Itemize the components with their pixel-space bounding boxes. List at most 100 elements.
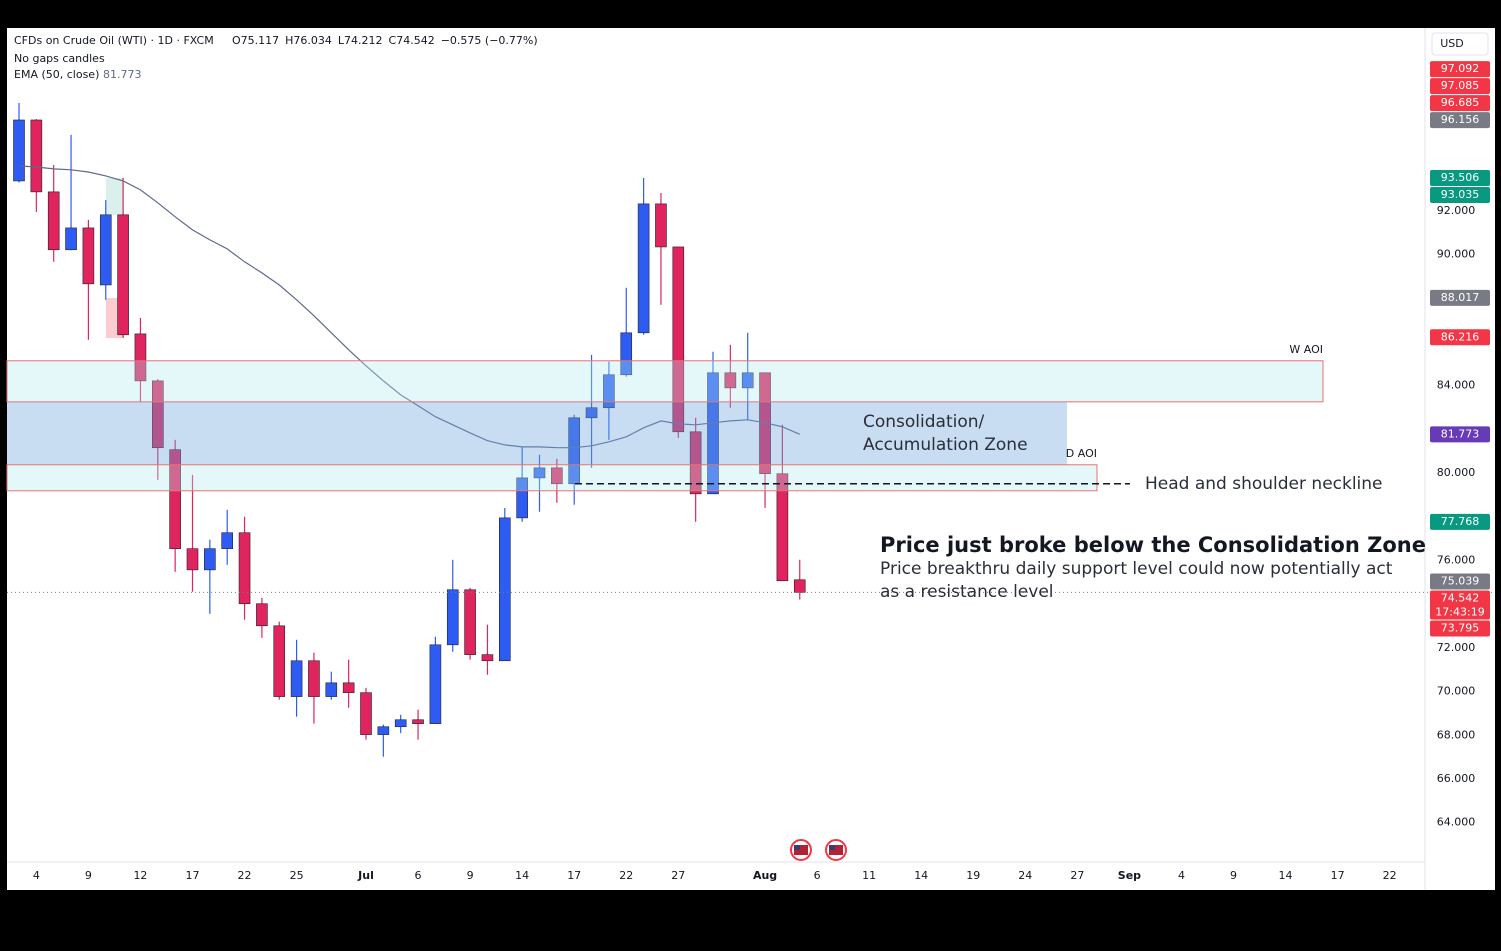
candle-body — [325, 682, 338, 697]
zone-label: D AOI — [1066, 447, 1097, 460]
price-label-box — [1430, 620, 1490, 637]
x-tick-label: Aug — [753, 869, 777, 882]
indicator-label: EMA (50, close) — [14, 68, 99, 81]
candle-body — [412, 719, 424, 724]
candle-body — [221, 532, 233, 549]
candle-body — [429, 644, 442, 724]
y-tick-label: 90.000 — [1437, 248, 1476, 261]
candle-body — [568, 417, 581, 485]
price-label: 93.506 — [1441, 171, 1480, 184]
candle-body — [655, 203, 667, 248]
price-label: 96.156 — [1441, 113, 1480, 126]
candle-body — [186, 548, 199, 571]
zone-label: W AOI — [1289, 343, 1323, 356]
x-tick-label: 22 — [238, 869, 252, 882]
candle-body — [308, 660, 320, 697]
candle-body — [256, 603, 268, 627]
candle-body — [498, 517, 511, 662]
ohlc-value: H76.034 — [285, 34, 332, 47]
x-tick-label: 4 — [1178, 869, 1185, 882]
ema-line — [18, 165, 801, 449]
x-tick-label: 9 — [85, 869, 92, 882]
candle-body — [516, 477, 528, 519]
candle-body — [620, 332, 633, 376]
flag — [829, 845, 843, 855]
annotation-text: Price breakthru daily support level coul… — [880, 559, 1393, 579]
price-label: 77.768 — [1441, 515, 1480, 528]
candle-body — [533, 467, 546, 479]
chart-background — [7, 28, 1495, 890]
candle-body — [273, 625, 286, 697]
candle-body — [741, 372, 754, 389]
candle-body — [134, 333, 147, 382]
y-tick-label: 80.000 — [1437, 466, 1476, 479]
flag — [794, 845, 808, 855]
price-label-box — [1430, 61, 1490, 78]
zone-label: Consolidation/ — [863, 412, 985, 432]
price-label-box — [1430, 573, 1490, 590]
ohlc-value: C74.542 — [389, 34, 435, 47]
candle-body — [446, 589, 459, 646]
neckline-label: Head and shoulder neckline — [1145, 474, 1383, 494]
x-tick-label: 14 — [914, 869, 928, 882]
x-tick-label: 9 — [467, 869, 474, 882]
zone — [6, 464, 1098, 492]
price-label-box — [1430, 112, 1490, 129]
flag-canton — [829, 845, 835, 850]
x-tick-label: 17 — [567, 869, 581, 882]
candle-body — [169, 449, 181, 549]
x-tick-label: 25 — [290, 869, 304, 882]
price-label: 93.035 — [1441, 188, 1480, 201]
candle-body — [360, 692, 372, 735]
change-value: −0.575 (−0.77%) — [441, 34, 538, 47]
currency-box[interactable] — [1431, 32, 1489, 56]
x-tick-label: 27 — [1070, 869, 1084, 882]
candle-body — [204, 548, 216, 571]
x-tick-label: Jul — [357, 869, 374, 882]
price-label-box — [1430, 95, 1490, 112]
candle-body — [672, 246, 685, 433]
flag-canton — [794, 845, 800, 850]
price-label: 97.085 — [1441, 79, 1480, 92]
candle-body — [637, 203, 650, 334]
x-tick-label: 24 — [1018, 869, 1032, 882]
x-tick-label: 14 — [515, 869, 529, 882]
annotation-title: Price just broke below the Consolidation… — [880, 533, 1426, 557]
candle-body — [776, 473, 789, 582]
price-label: 74.542 — [1441, 591, 1480, 604]
candle-body — [377, 726, 390, 735]
price-label-box — [1430, 590, 1490, 620]
candle-body — [793, 579, 806, 593]
x-tick-label: 22 — [619, 869, 633, 882]
price-label-box — [1430, 513, 1490, 530]
x-tick-label: 4 — [33, 869, 40, 882]
price-label: 86.216 — [1441, 330, 1480, 343]
x-tick-label: 17 — [1331, 869, 1345, 882]
candle-body — [238, 532, 251, 605]
candle-body — [689, 431, 702, 495]
currency: USD — [1440, 37, 1464, 50]
x-tick-label: Sep — [1118, 869, 1141, 882]
candle-body — [481, 654, 494, 662]
price-label-box — [1430, 289, 1490, 306]
y-tick-label: 66.000 — [1437, 772, 1476, 785]
x-tick-label: 19 — [966, 869, 980, 882]
x-tick-label: 14 — [1279, 869, 1293, 882]
ohlc-value: O75.117 — [232, 34, 279, 47]
candle-body — [464, 589, 476, 655]
price-label-box — [1430, 169, 1490, 186]
price-label: 81.773 — [1441, 427, 1480, 440]
indicator-value: 81.773 — [103, 68, 142, 81]
candle-body — [82, 227, 95, 285]
candle-body — [394, 719, 407, 728]
x-tick-label: 22 — [1383, 869, 1397, 882]
candle-body — [603, 374, 615, 409]
price-label-box — [1430, 329, 1490, 346]
price-label-box — [1430, 78, 1490, 95]
candle-body — [99, 214, 112, 286]
y-tick-label: 68.000 — [1437, 728, 1476, 741]
candle-body — [551, 467, 563, 485]
price-label: 88.017 — [1441, 291, 1480, 304]
